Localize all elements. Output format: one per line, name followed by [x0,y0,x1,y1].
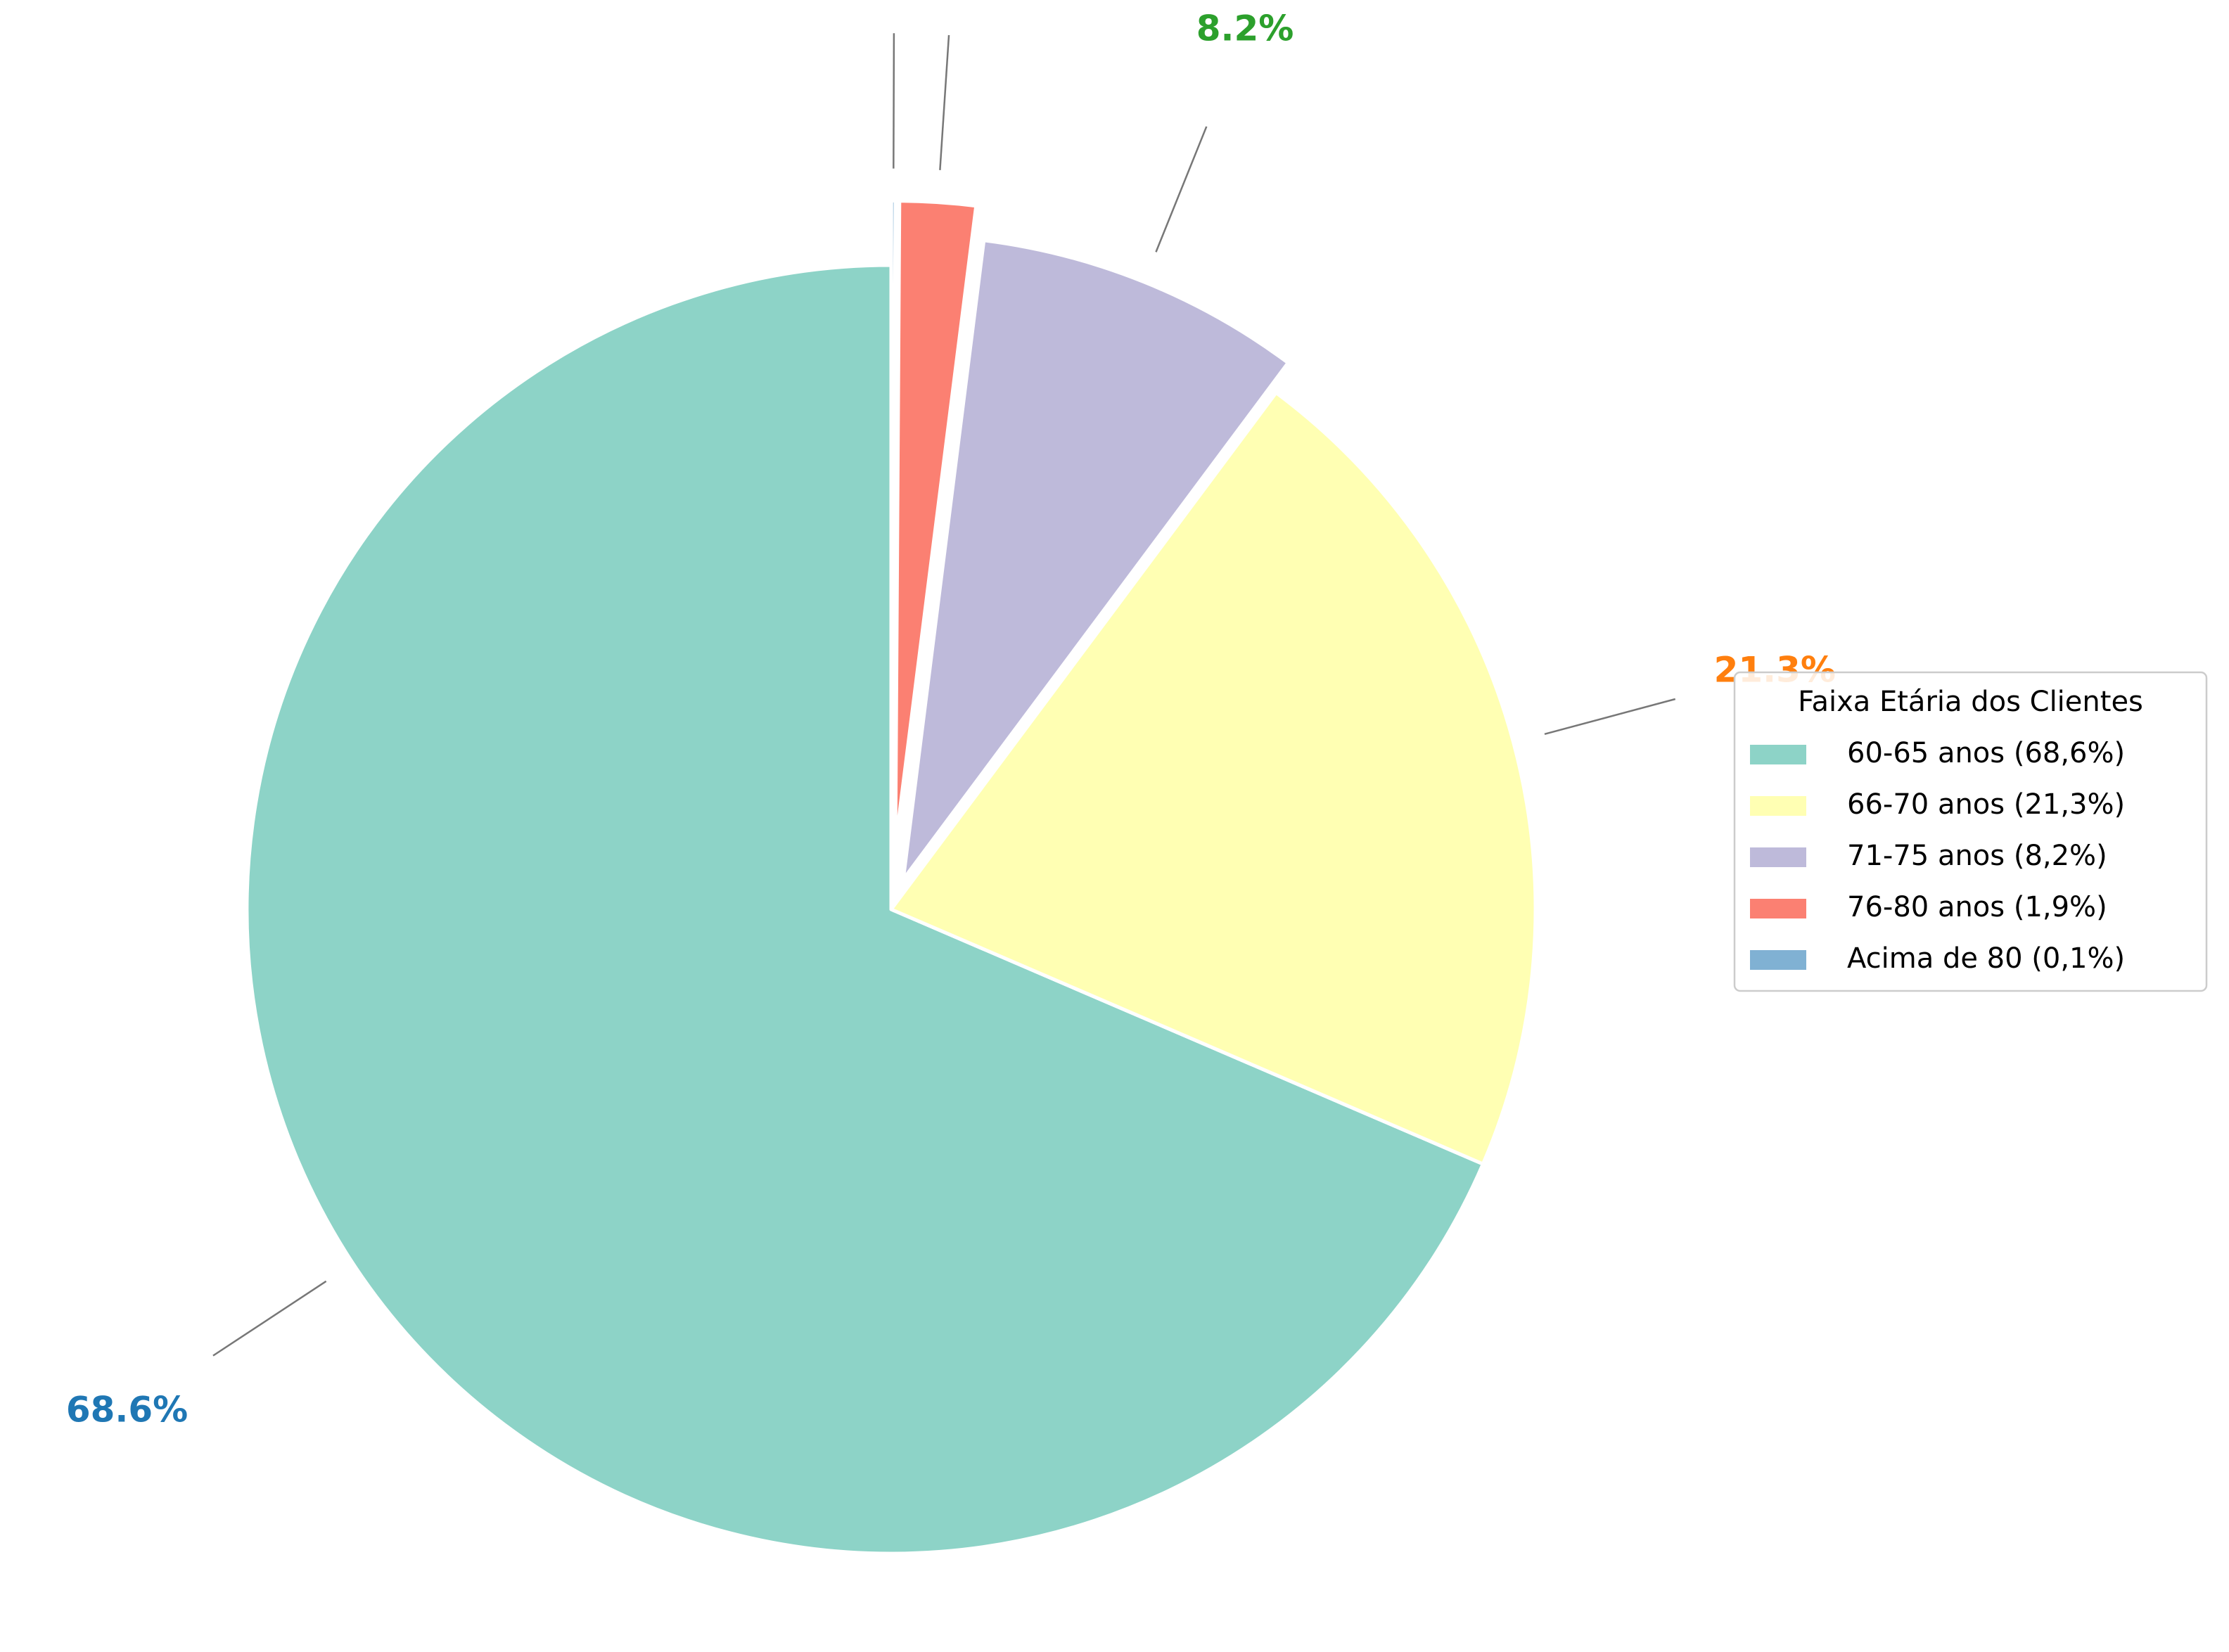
legend-label: 71-75 anos (8,2%) [1847,840,2107,872]
legend-title: Faixa Etária dos Clientes [1798,686,2143,718]
data-label: 8.2% [1196,8,1294,49]
legend-label: 76-80 anos (1,9%) [1847,891,2107,923]
pie-slice [901,238,1290,882]
legend-label: Acima de 80 (0,1%) [1847,942,2125,975]
leader-line [1544,698,1676,736]
legend-label: 60-65 anos (68,6%) [1847,737,2125,769]
pie-slice [245,263,1485,1556]
pie-slice [893,199,978,847]
leader-line [212,1280,327,1357]
legend-label: 66-70 anos (21,3%) [1847,788,2125,821]
data-label: 68.6% [66,1390,188,1430]
leader-line [893,33,895,169]
legend-swatch [1750,847,1806,867]
legend-swatch [1750,745,1806,764]
legend-swatch [1750,899,1806,918]
legend-swatch [1750,950,1806,970]
pie-slice [889,390,1538,1166]
leader-line [939,34,950,170]
pie-slice [889,198,898,847]
legend-box [1733,671,2208,992]
legend-swatch [1750,796,1806,816]
leader-line [1155,126,1208,252]
